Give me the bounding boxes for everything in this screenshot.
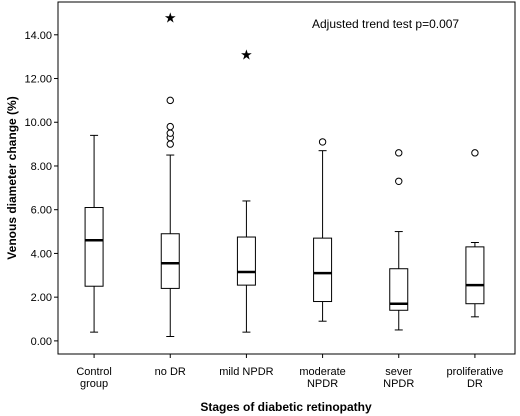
x-category-label: moderate — [299, 366, 345, 378]
iqr-box — [236, 236, 256, 286]
y-axis-title: Venous diameter change (%) — [5, 96, 19, 259]
y-tick-label: 10.00 — [24, 117, 52, 129]
extreme-point: ★ — [164, 9, 177, 25]
y-tick-label: 4.00 — [31, 248, 52, 260]
x-category-label: sever — [385, 366, 412, 378]
outlier-point — [166, 129, 174, 137]
y-tick-label: 8.00 — [31, 161, 52, 173]
outlier-point — [471, 149, 479, 157]
outlier-point — [318, 138, 327, 146]
iqr-box — [313, 237, 333, 303]
box-group — [313, 138, 333, 322]
y-tick-label: 14.00 — [24, 30, 52, 42]
iqr-box — [465, 246, 485, 305]
y-tick-label: 12.00 — [24, 74, 52, 86]
x-category-label: no DR — [155, 366, 186, 378]
y-tick-label: 6.00 — [31, 205, 52, 217]
outlier-point — [395, 177, 403, 185]
box-group — [389, 149, 409, 331]
iqr-box — [160, 233, 180, 289]
x-category-label: DR — [467, 378, 483, 390]
x-category-label: NPDR — [383, 378, 414, 390]
y-tick-label: 2.00 — [31, 292, 52, 304]
outlier-point — [166, 96, 174, 105]
iqr-box — [84, 207, 104, 287]
box-series: ★★ — [84, 9, 485, 338]
extreme-point: ★ — [240, 46, 253, 62]
x-axis-title: Stages of diabetic retinopathy — [200, 400, 372, 414]
outlier-point — [395, 149, 403, 157]
x-category-label: group — [80, 378, 108, 390]
box-group — [84, 134, 104, 333]
box-group: ★ — [236, 46, 256, 333]
x-category-label: proliferative — [446, 366, 503, 378]
y-tick-label: 0.00 — [31, 336, 52, 348]
trend-test-annotation: Adjusted trend test p=0.007 — [312, 17, 459, 31]
box-group: ★ — [160, 9, 180, 338]
x-category-label: NPDR — [307, 378, 338, 390]
outlier-point — [166, 122, 174, 131]
x-category-label: mild NPDR — [219, 366, 273, 378]
iqr-box — [389, 268, 409, 311]
x-category-label: Control — [76, 366, 111, 378]
box-group — [465, 149, 485, 318]
outlier-point — [166, 140, 174, 148]
y-axis: 0.00 2.00 4.00 6.00 8.00 10.00 12.00 14.00 — [24, 30, 58, 348]
plot-frame — [57, 1, 516, 355]
